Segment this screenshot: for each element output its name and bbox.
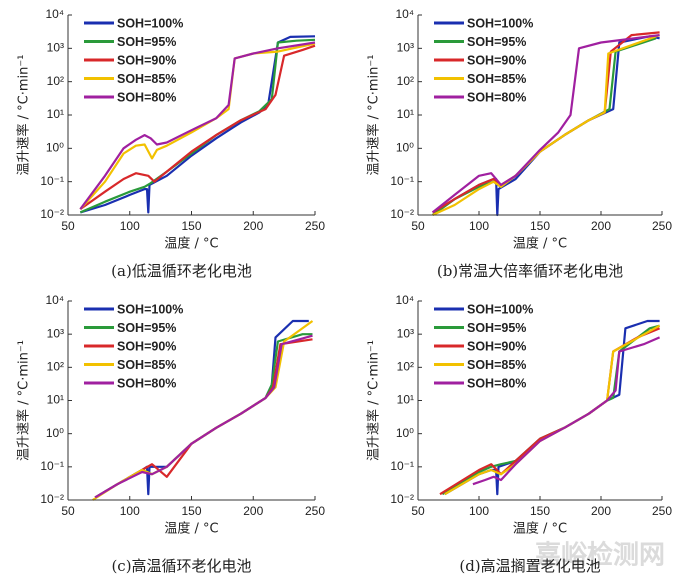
series-line [472,336,661,486]
y-tick-label: 10⁴ [395,7,414,21]
x-tick-label: 150 [530,219,550,233]
y-tick-label: 10¹ [397,107,414,121]
y-axis-label: 温升速率 / °C·min⁻¹ [16,55,32,176]
legend-label: SOH=85% [467,358,526,372]
caption: (b)常温大倍率循环老化电池 [437,262,623,280]
y-tick-label: 10⁻² [40,492,64,506]
panel: 50 100 150 200 250 10⁻² 10⁻¹ 10⁰ 10¹ 10² 10³ 10⁴ 温度 … [16,293,326,575]
y-tick-label: 10⁰ [396,141,414,155]
caption: (d)高温搁置老化电池 [459,557,600,575]
legend-label: SOH=100% [117,16,183,30]
legend-label: SOH=95% [467,35,526,49]
watermark: 嘉峪检测网 [535,540,665,571]
x-tick-label: 100 [469,219,489,233]
x-tick-label: 50 [411,504,425,518]
caption: (c)高温循环老化电池 [111,557,251,575]
y-tick-label: 10³ [47,326,64,340]
legend-label: SOH=90% [117,53,176,67]
y-axis-label: 温升速率 / °C·min⁻¹ [366,340,382,461]
series-line [79,44,316,210]
legend-label: SOH=90% [117,339,176,353]
x-axis-label: 温度 / °C [513,236,567,252]
y-tick-label: 10² [397,74,414,88]
legend-label: SOH=100% [467,16,533,30]
x-tick-label: 250 [652,219,672,233]
y-tick-label: 10² [397,360,414,374]
y-tick-label: 10⁻¹ [40,459,64,473]
y-tick-label: 10⁰ [46,426,64,440]
legend-label: SOH=80% [467,376,526,390]
series-line [431,34,660,214]
x-tick-label: 150 [181,219,201,233]
legend-label: SOH=95% [117,35,176,49]
x-tick-label: 200 [243,504,263,518]
y-tick-label: 10⁻² [390,492,414,506]
y-tick-label: 10⁰ [46,141,64,155]
x-tick-label: 200 [591,219,611,233]
series-line [79,35,316,214]
y-tick-label: 10³ [397,326,414,340]
x-axis-label: 温度 / °C [164,236,218,252]
legend-label: SOH=95% [467,321,526,335]
legend-label: SOH=80% [117,90,176,104]
x-tick-label: 200 [243,219,263,233]
x-tick-label: 250 [652,504,672,518]
y-tick-label: 10¹ [47,393,64,407]
x-tick-label: 100 [120,219,140,233]
x-tick-label: 100 [120,504,140,518]
legend-label: SOH=85% [117,72,176,86]
legend-label: SOH=95% [117,321,176,335]
y-tick-label: 10⁻² [390,207,414,221]
legend-label: SOH=90% [467,53,526,67]
panel: 50 100 150 200 250 10⁻² 10⁻¹ 10⁰ 10¹ 10² 10³ 10⁴ 温度 … [366,7,673,280]
legend-label: SOH=85% [467,72,526,86]
y-tick-label: 10⁻¹ [390,174,414,188]
legend-label: SOH=80% [467,90,526,104]
y-tick-label: 10¹ [397,393,414,407]
panel: 50 100 150 200 250 10⁻² 10⁻¹ 10⁰ 10¹ 10² 10³ 10⁴ 温度 … [16,7,326,280]
x-tick-label: 150 [530,504,550,518]
x-tick-label: 50 [411,219,425,233]
x-tick-label: 100 [469,504,489,518]
x-tick-label: 200 [591,504,611,518]
legend-label: SOH=90% [467,339,526,353]
legend-label: SOH=100% [467,302,533,316]
y-tick-label: 10⁻¹ [40,174,64,188]
x-axis-label: 温度 / °C [513,521,567,537]
panel: 50 100 150 200 250 10⁻² 10⁻¹ 10⁰ 10¹ 10² 10³ 10⁴ 温度 … [366,293,673,575]
x-tick-label: 150 [181,504,201,518]
x-tick-label: 50 [61,219,75,233]
y-tick-label: 10⁴ [45,7,64,21]
x-tick-label: 250 [305,504,325,518]
y-tick-label: 10² [47,360,64,374]
y-tick-label: 10⁴ [45,293,64,307]
legend-label: SOH=85% [117,358,176,372]
x-axis-label: 温度 / °C [164,521,218,537]
caption: (a)低温循环老化电池 [111,262,252,280]
y-axis-label: 温升速率 / °C·min⁻¹ [16,340,32,461]
y-tick-label: 10⁻¹ [390,459,414,473]
y-tick-label: 10¹ [47,107,64,121]
y-tick-label: 10⁰ [396,426,414,440]
legend-label: SOH=100% [117,302,183,316]
y-tick-label: 10² [47,74,64,88]
x-tick-label: 50 [61,504,75,518]
y-tick-label: 10³ [397,41,414,55]
series-line [79,41,316,210]
y-tick-label: 10⁴ [395,293,414,307]
legend-label: SOH=80% [117,376,176,390]
series-line [94,334,313,499]
y-axis-label: 温升速率 / °C·min⁻¹ [366,55,382,176]
y-tick-label: 10³ [47,41,64,55]
y-tick-label: 10⁻² [40,207,64,221]
x-tick-label: 250 [305,219,325,233]
